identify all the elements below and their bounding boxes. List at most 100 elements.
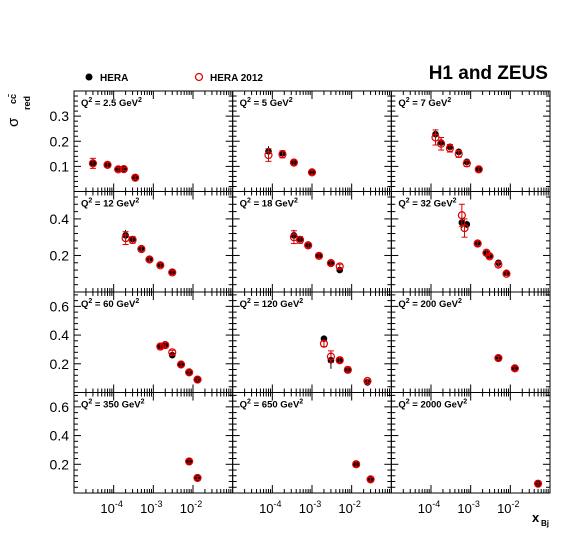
hera2012-point xyxy=(363,376,372,386)
hera2012-point xyxy=(326,352,336,361)
hera2012-point xyxy=(264,150,273,160)
panel-data: Q2 = 5 GeV2 xyxy=(240,97,317,177)
panel-data: Q2 = 18 GeV2 xyxy=(240,198,344,274)
hera2012-point xyxy=(314,251,324,260)
hera2012-point xyxy=(445,144,455,153)
hera2012-point xyxy=(103,160,112,169)
hera2012-point xyxy=(335,262,344,271)
hera2012-point xyxy=(168,268,177,277)
legend-hera2012-label: HERA 2012 xyxy=(210,73,263,84)
hera2012-point xyxy=(307,168,317,177)
panel-frame: 10-4 10-3 10-2 xyxy=(390,392,551,516)
y-tick-label: 0.4 xyxy=(50,327,70,343)
hera2012-point xyxy=(366,475,375,484)
x-tick-label: 10-2 xyxy=(338,499,360,516)
y-tick-label: 0.2 xyxy=(50,356,70,372)
legend-hera2012-marker xyxy=(194,72,204,82)
chart-title: H1 and ZEUS xyxy=(429,63,548,84)
hera2012-point xyxy=(352,460,361,469)
hera2012-point xyxy=(156,261,165,270)
panel-label: Q2 = 12 GeV2 xyxy=(81,198,139,210)
panel-label: Q2 = 120 GeV2 xyxy=(240,298,304,310)
hera2012-point xyxy=(161,341,170,350)
panel-frame: 0.2 0.4 0.6 xyxy=(50,291,234,393)
panel-data: Q2 = 120 GeV2 xyxy=(240,298,372,386)
y-tick-label: 0.3 xyxy=(50,108,70,124)
panel-label: Q2 = 32 GeV2 xyxy=(398,198,456,210)
hera2012-point xyxy=(185,368,194,377)
hera2012-point xyxy=(289,158,299,167)
hera2012-point xyxy=(485,252,494,261)
hera2012-point xyxy=(88,159,98,168)
panel-data: Q2 = 2000 GeV2 xyxy=(398,399,543,488)
hera2012-point xyxy=(128,235,137,245)
panel-label: Q2 = 200 GeV2 xyxy=(398,298,462,310)
legend: HERA HERA 2012 xyxy=(85,72,263,84)
x-tick-label: 10-4 xyxy=(418,499,440,516)
hera2012-point xyxy=(176,360,186,369)
legend-hera-label: HERA xyxy=(100,73,128,84)
y-tick-label: 0.2 xyxy=(50,247,70,263)
hera2012-point xyxy=(510,364,519,373)
panel-data: Q2 = 32 GeV2 xyxy=(398,198,511,278)
panel-label: Q2 = 7 GeV2 xyxy=(398,97,451,109)
y-axis-label-sub: red xyxy=(22,96,32,110)
hera2012-point xyxy=(319,339,329,348)
legend-hera-marker xyxy=(85,73,93,81)
x-tick-label: 10-3 xyxy=(299,499,321,516)
hera2012-point xyxy=(460,223,469,233)
hera2012-point xyxy=(326,259,336,268)
hera2012-point xyxy=(131,173,140,182)
panel-frame xyxy=(232,90,392,192)
y-tick-label: 0.6 xyxy=(50,298,70,314)
panel-data: Q2 = 350 GeV2 xyxy=(81,399,202,483)
hera2012-point xyxy=(145,255,154,264)
x-tick-label: 10-3 xyxy=(457,499,479,516)
hera2012-point xyxy=(474,165,483,174)
x-axis-label-sub: Bj xyxy=(541,519,549,528)
y-axis-label: σ cc̄ red xyxy=(5,93,32,127)
y-tick-label: 0.4 xyxy=(50,428,70,444)
panel-frame: 0.1 0.2 0.3 xyxy=(50,90,234,192)
hera2012-point xyxy=(462,159,471,168)
hera2012-point xyxy=(295,235,305,245)
y-tick-label: 0.1 xyxy=(50,158,70,174)
hera2012-point xyxy=(137,244,146,254)
y-axis-label-sup: cc̄ xyxy=(8,93,18,104)
panel-data: Q2 = 2.5 GeV2 xyxy=(81,97,142,182)
hera-point xyxy=(168,351,176,359)
hera2012-point xyxy=(343,365,352,374)
x-axis-label: x Bj xyxy=(532,510,549,528)
hera2012-point xyxy=(454,149,463,158)
hera2012-point xyxy=(156,342,165,351)
panel-label: Q2 = 18 GeV2 xyxy=(240,198,298,210)
hera2012-point xyxy=(278,150,287,159)
panel-frame: 10-4 10-3 10-2 xyxy=(232,392,392,516)
panel-label: Q2 = 350 GeV2 xyxy=(81,399,145,411)
panel-data: Q2 = 12 GeV2 xyxy=(81,198,177,277)
x-tick-label: 10-2 xyxy=(180,499,202,516)
hera2012-point xyxy=(119,165,128,174)
panel-label: Q2 = 2.5 GeV2 xyxy=(81,97,142,109)
hera2012-point xyxy=(335,356,344,365)
y-tick-label: 0.6 xyxy=(50,399,70,415)
panel-label: Q2 = 5 GeV2 xyxy=(240,97,293,109)
y-tick-label: 0.4 xyxy=(50,211,70,227)
hera2012-point xyxy=(185,457,194,466)
hera2012-point xyxy=(502,269,511,278)
panel-data: Q2 = 7 GeV2 xyxy=(398,97,483,174)
hera2012-point xyxy=(114,165,123,174)
x-tick-label: 10-4 xyxy=(259,499,281,516)
hera2012-point xyxy=(533,479,543,488)
y-tick-label: 0.2 xyxy=(50,133,70,149)
y-tick-label: 0.2 xyxy=(50,456,70,472)
hera2012-point xyxy=(193,473,202,483)
panel-label: Q2 = 60 GeV2 xyxy=(81,298,139,310)
panel-frame: 0.2 0.4 0.6 10-4 10-3 10-2 xyxy=(50,392,234,516)
x-tick-label: 10-3 xyxy=(140,499,162,516)
panel-frame: 0.2 0.4 xyxy=(50,191,234,293)
hera2012-point xyxy=(473,239,482,248)
panel-data: Q2 = 650 GeV2 xyxy=(240,399,375,484)
x-tick-label: 10-2 xyxy=(497,499,519,516)
